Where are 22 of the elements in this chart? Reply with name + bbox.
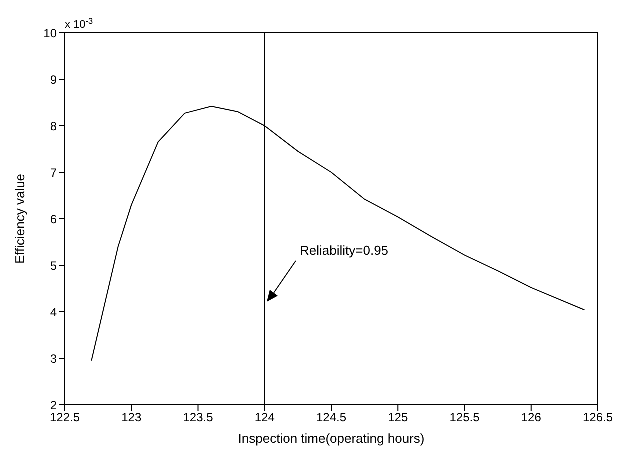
x-tick-label: 126: [521, 410, 542, 425]
x-axis-title: Inspection time(operating hours): [238, 431, 425, 446]
y-tick-label: 5: [50, 258, 58, 273]
x-tick-label: 125.5: [450, 410, 480, 425]
y-tick-label: 4: [50, 305, 58, 320]
y-tick-label: 10: [44, 26, 58, 40]
x-tick-label: 123.5: [183, 410, 214, 425]
y-tick-label: 7: [50, 166, 58, 180]
x-tick-label: 124: [254, 410, 276, 425]
x-tick-label: 126.5: [582, 410, 614, 425]
x-tick-label: 125: [388, 410, 408, 425]
text: x 10$^{-3}$: [65, 16, 94, 31]
y-tick-label: 8: [50, 119, 58, 134]
y-axis-title: Efficiency value: [12, 174, 28, 264]
x-tick-label: 123: [122, 410, 142, 425]
annotation: Reliability=0.95: [300, 243, 389, 258]
y-tick-label: 9: [50, 72, 58, 87]
x-tick-label: 124.5: [316, 410, 347, 425]
y-tick-label: 3: [50, 352, 58, 366]
x-tick-label: 122.5: [50, 410, 80, 425]
y-tick-label: 6: [50, 212, 58, 226]
y-tick-label: 2: [50, 398, 58, 412]
